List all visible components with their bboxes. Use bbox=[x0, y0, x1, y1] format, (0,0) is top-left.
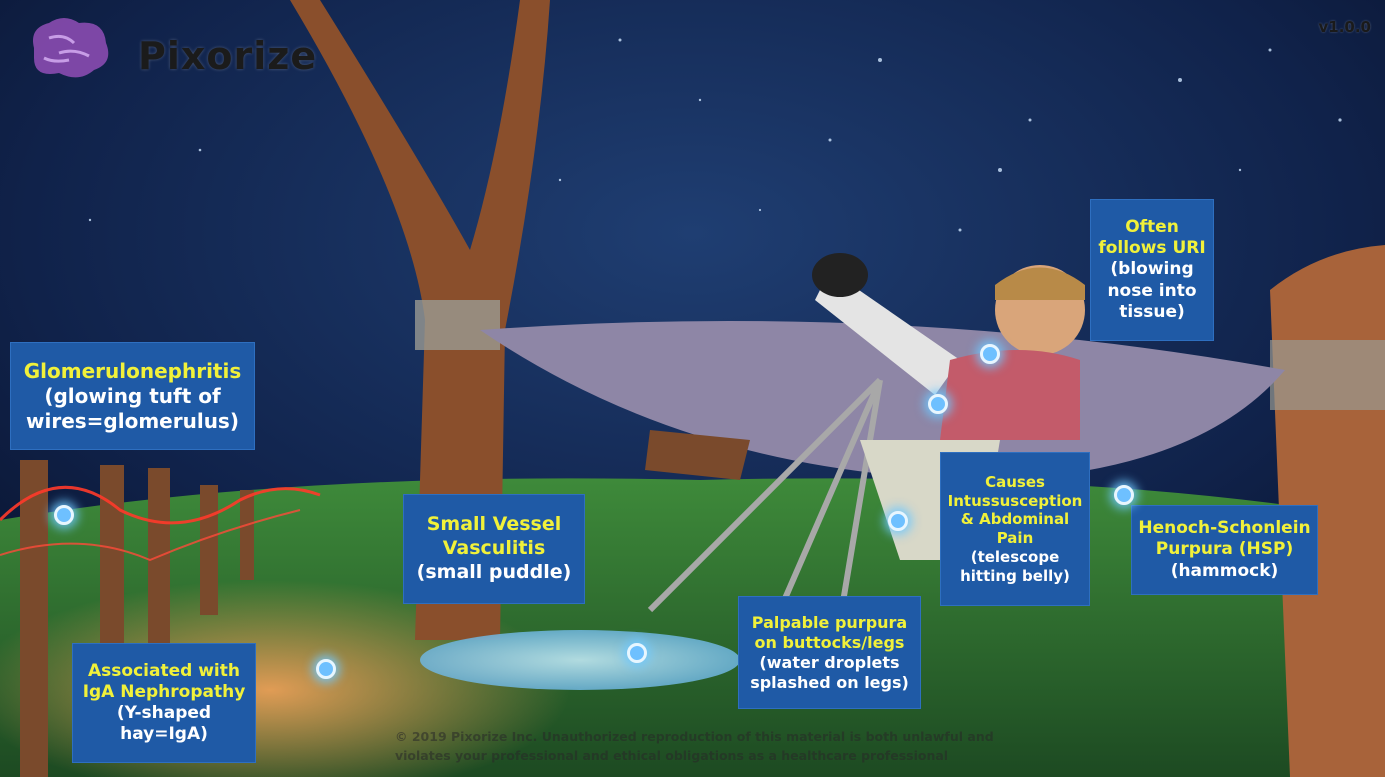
label-detail: (glowing tuft of wires=glomerulus) bbox=[26, 383, 239, 433]
label-detail: (telescope hitting belly) bbox=[960, 547, 1070, 585]
brain-icon bbox=[33, 18, 109, 78]
hotspot-uri[interactable] bbox=[980, 344, 1000, 364]
label-detail: (Y-shaped hay=IgA) bbox=[116, 703, 212, 745]
label-title: Often follows URI bbox=[1098, 216, 1206, 259]
label-title: Palpable purpura on buttocks/legs bbox=[751, 612, 908, 652]
label-palpable-purpura: Palpable purpura on buttocks/legs (water… bbox=[738, 596, 921, 709]
hotspot-iga-nephropathy[interactable] bbox=[316, 659, 336, 679]
label-uri: Often follows URI (blowing nose into tis… bbox=[1090, 199, 1214, 341]
pixorize-logo: Pixorize bbox=[14, 8, 318, 88]
label-title: Causes Intussusception & Abdominal Pain bbox=[947, 472, 1083, 547]
label-detail: (water droplets splashed on legs) bbox=[750, 652, 909, 692]
label-detail: (blowing nose into tissue) bbox=[1107, 259, 1197, 322]
brand-name: Pixorize bbox=[138, 34, 318, 78]
hotspot-intussusception[interactable] bbox=[928, 394, 948, 414]
label-detail: (hammock) bbox=[1170, 560, 1279, 581]
label-title: Henoch-Schonlein Purpura (HSP) bbox=[1138, 518, 1311, 560]
hotspot-glomerulonephritis[interactable] bbox=[54, 505, 74, 525]
label-small-vessel-vasculitis: Small Vessel Vasculitis (small puddle) bbox=[403, 494, 585, 604]
hotspot-hsp[interactable] bbox=[1114, 485, 1134, 505]
label-title: Glomerulonephritis bbox=[23, 358, 242, 383]
hotspot-small-vessel-vasculitis[interactable] bbox=[627, 643, 647, 663]
label-detail: (small puddle) bbox=[416, 560, 572, 583]
hotspot-palpable-purpura[interactable] bbox=[888, 511, 908, 531]
copyright-line-1: © 2019 Pixorize Inc. Unauthorized reprod… bbox=[395, 729, 994, 744]
copyright-notice: © 2019 Pixorize Inc. Unauthorized reprod… bbox=[395, 728, 1015, 766]
copyright-line-2: violates your professional and ethical o… bbox=[395, 747, 949, 763]
label-intussusception: Causes Intussusception & Abdominal Pain … bbox=[940, 452, 1090, 606]
version-label: v1.0.0 bbox=[1318, 18, 1372, 36]
label-glomerulonephritis: Glomerulonephritis (glowing tuft of wire… bbox=[10, 342, 255, 450]
label-title: Associated with IgA Nephropathy bbox=[82, 660, 246, 702]
label-iga-nephropathy: Associated with IgA Nephropathy (Y-shape… bbox=[72, 643, 256, 763]
label-hsp: Henoch-Schonlein Purpura (HSP) (hammock) bbox=[1131, 505, 1318, 595]
label-title: Small Vessel Vasculitis bbox=[426, 513, 562, 560]
